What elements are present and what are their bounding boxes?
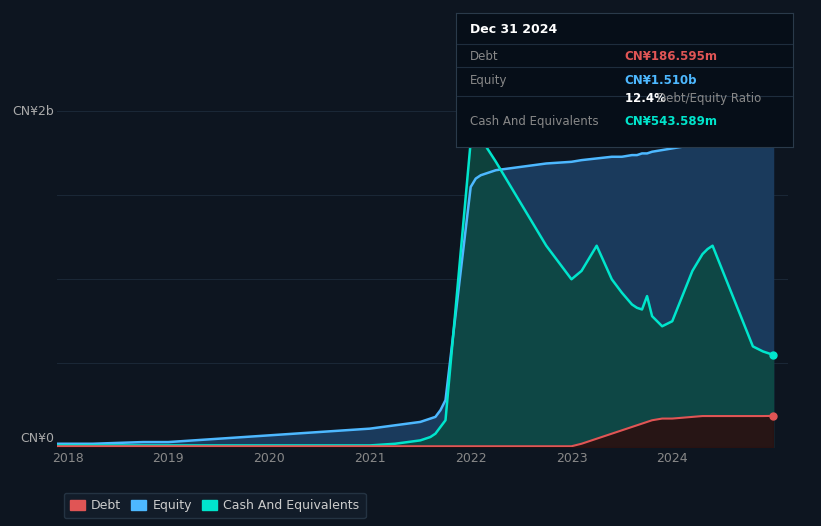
Text: 12.4%: 12.4% bbox=[625, 93, 670, 106]
Text: Dec 31 2024: Dec 31 2024 bbox=[470, 23, 557, 36]
Text: CN¥186.595m: CN¥186.595m bbox=[625, 49, 718, 63]
Legend: Debt, Equity, Cash And Equivalents: Debt, Equity, Cash And Equivalents bbox=[64, 493, 365, 519]
Text: CN¥1.510b: CN¥1.510b bbox=[625, 74, 697, 87]
Text: Debt: Debt bbox=[470, 49, 498, 63]
Text: CN¥2b: CN¥2b bbox=[12, 105, 54, 118]
Text: CN¥0: CN¥0 bbox=[20, 432, 54, 446]
Text: Cash And Equivalents: Cash And Equivalents bbox=[470, 115, 599, 128]
Text: Debt/Equity Ratio: Debt/Equity Ratio bbox=[657, 93, 761, 106]
Text: CN¥543.589m: CN¥543.589m bbox=[625, 115, 718, 128]
Text: Equity: Equity bbox=[470, 74, 507, 87]
